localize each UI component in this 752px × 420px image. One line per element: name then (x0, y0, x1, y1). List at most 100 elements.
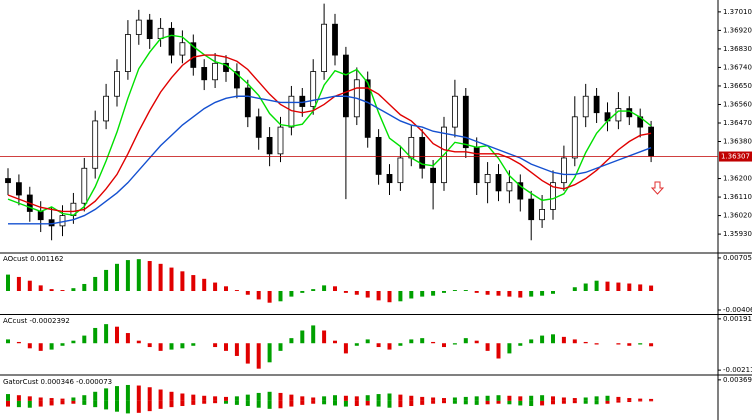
histogram-bar (38, 285, 43, 291)
histogram-bar (71, 340, 76, 344)
histogram-bar (485, 290, 490, 295)
candle-body (190, 42, 197, 68)
candle-body (561, 157, 567, 184)
histogram-bar (322, 285, 327, 291)
histogram-bar (561, 397, 566, 401)
signal-arrow (650, 181, 665, 195)
histogram-bar (16, 400, 21, 408)
histogram-bar (583, 397, 588, 401)
histogram-bar (202, 400, 207, 404)
histogram-bar (365, 339, 370, 344)
histogram-bar (300, 290, 305, 293)
candle-body (462, 95, 469, 149)
histogram-bar (463, 400, 468, 405)
histogram-bar (82, 335, 87, 344)
histogram-bar (452, 290, 457, 291)
histogram-bar (16, 276, 21, 291)
candle-body (92, 120, 99, 169)
histogram-bar (191, 400, 196, 405)
histogram-bar (234, 343, 239, 356)
candle-body (5, 178, 11, 184)
histogram-bar (256, 343, 261, 369)
histogram-bar (518, 343, 523, 346)
panel-label: ACcust -0.0002392 (3, 317, 70, 325)
histogram-bar (49, 400, 54, 406)
histogram-bar (343, 400, 348, 407)
y-tick-label: 1.35930 (723, 230, 752, 238)
candle-body (146, 19, 153, 40)
histogram-bar (463, 290, 468, 291)
histogram-bar (213, 400, 218, 404)
histogram-bar (104, 324, 109, 344)
histogram-bar (27, 280, 32, 291)
candle-body (539, 209, 545, 221)
histogram-bar (125, 384, 130, 401)
candle-body (430, 167, 437, 184)
candle-body (495, 174, 502, 192)
histogram-bar (256, 392, 261, 401)
candle-body (582, 95, 589, 118)
y-tick-label: 0.0019140 (723, 315, 752, 323)
histogram-bar (224, 343, 228, 351)
histogram-bar (529, 400, 534, 407)
histogram-bar (442, 343, 446, 348)
histogram-bar (16, 341, 21, 344)
histogram-bar (300, 330, 305, 344)
histogram-bar (507, 395, 512, 401)
histogram-bar (333, 340, 337, 344)
histogram-bar (82, 400, 87, 405)
histogram-bar (507, 400, 512, 405)
moving-average-line (8, 95, 652, 225)
histogram-bar (71, 397, 76, 401)
histogram-bar (616, 343, 621, 345)
histogram-bar (49, 289, 54, 291)
histogram-bar (594, 396, 599, 401)
histogram-bar (267, 290, 272, 303)
histogram-bar (49, 398, 54, 401)
histogram-bar (387, 400, 392, 408)
y-tick-label: 1.36380 (723, 138, 752, 146)
candle-body (157, 27, 164, 40)
histogram-bar (104, 388, 109, 401)
histogram-bar (638, 400, 643, 402)
histogram-bar (147, 261, 152, 291)
histogram-bar (71, 288, 76, 291)
histogram-bar (551, 400, 555, 405)
histogram-bar (627, 283, 632, 291)
histogram-bar (540, 400, 545, 406)
histogram-bar (616, 282, 621, 291)
candle-body (37, 211, 44, 221)
histogram-bar (104, 269, 109, 291)
histogram-bar (278, 400, 283, 409)
candle-body (310, 71, 317, 107)
candle-body (125, 34, 131, 72)
histogram-bar (452, 343, 457, 345)
histogram-bar (354, 290, 359, 295)
histogram-bar (485, 395, 490, 401)
histogram-bar (420, 396, 425, 401)
candle-body (528, 198, 535, 221)
histogram-bar (616, 396, 621, 401)
y-tick-label: 1.36110 (723, 193, 752, 201)
histogram-bar (529, 395, 534, 401)
histogram-bar (594, 280, 599, 291)
histogram-bar (202, 395, 207, 401)
candle-body (15, 182, 22, 196)
histogram-bar (38, 343, 43, 351)
histogram-bar (158, 400, 163, 409)
histogram-bar (442, 400, 446, 404)
histogram-bar (115, 400, 119, 412)
histogram-bar (169, 343, 174, 350)
histogram-bar (322, 400, 327, 405)
histogram-bar (136, 385, 141, 401)
histogram-bar (213, 343, 218, 348)
candle-body (386, 174, 393, 184)
histogram-bar (605, 400, 610, 404)
histogram-bar (333, 400, 337, 406)
candle-body (397, 157, 404, 184)
histogram-bar (529, 290, 534, 297)
candle-body (255, 116, 262, 138)
histogram-bar (463, 396, 468, 401)
